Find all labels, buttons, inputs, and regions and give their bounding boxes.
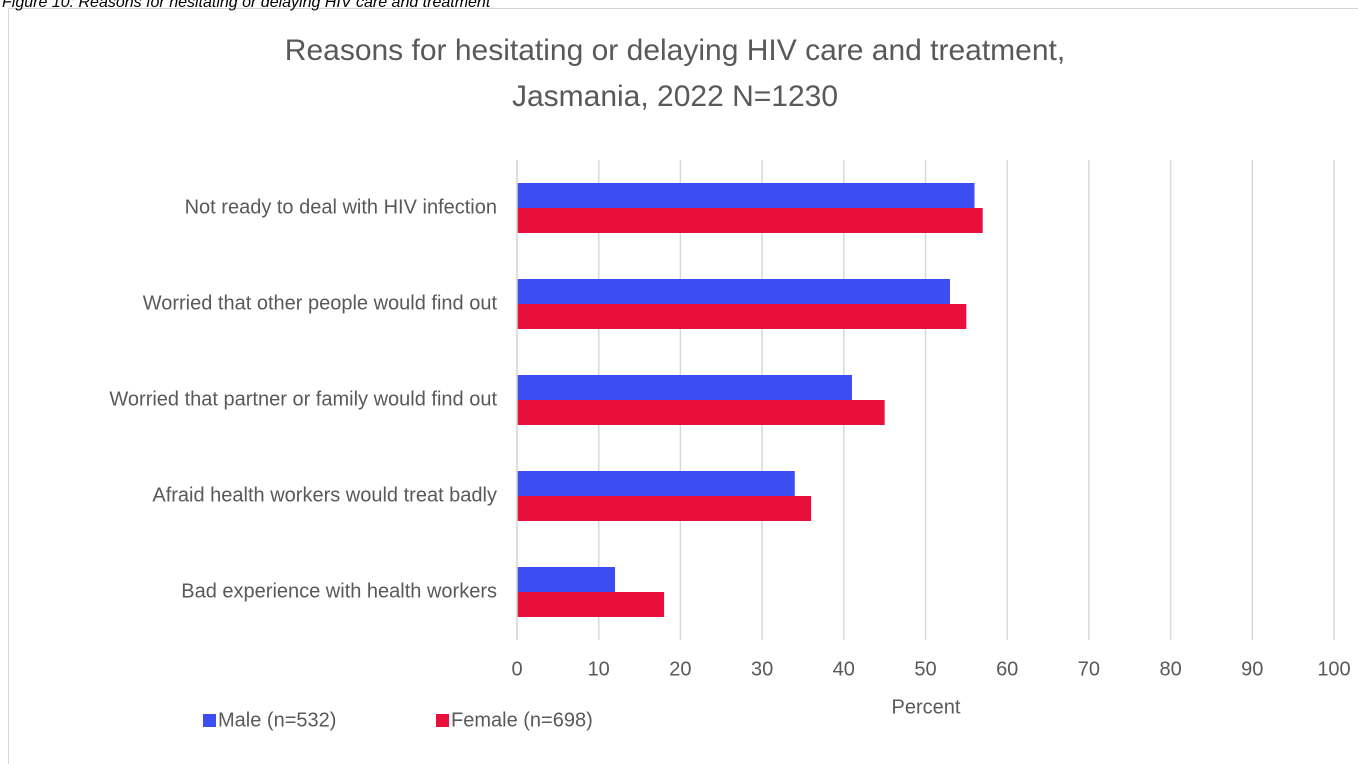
y-tick-label: Worried that partner or family would fin…: [109, 388, 497, 410]
x-tick-label: 0: [511, 658, 522, 680]
bar: [517, 183, 975, 208]
legend-label: Male (n=532): [218, 709, 336, 731]
x-tick-label: 40: [833, 658, 855, 680]
x-tick-label: 80: [1159, 658, 1181, 680]
legend-swatch: [203, 714, 216, 727]
y-tick-label: Not ready to deal with HIV infection: [185, 196, 497, 218]
x-tick-label: 30: [751, 658, 773, 680]
x-tick-label: 10: [588, 658, 610, 680]
bar: [517, 471, 795, 496]
chart-title: Jasmania, 2022 N=1230: [512, 80, 838, 113]
bar: [517, 375, 852, 400]
legend-label: Female (n=698): [451, 709, 593, 731]
bar: [517, 400, 885, 425]
bar: [517, 592, 665, 617]
x-tick-label: 50: [914, 658, 936, 680]
bar: [517, 279, 951, 304]
bar: [517, 567, 616, 592]
legend-swatch: [436, 714, 449, 727]
chart-frame: [8, 8, 1358, 764]
bar: [517, 304, 967, 329]
x-tick-label: 100: [1317, 658, 1350, 680]
y-tick-label: Bad experience with health workers: [181, 580, 497, 602]
caption: Figure 10: Reasons for hesitating or del…: [2, 0, 491, 11]
bar: [517, 496, 812, 521]
y-tick-label: Worried that other people would find out: [143, 292, 498, 314]
x-axis-label: Percent: [892, 696, 961, 718]
bar: [517, 208, 983, 233]
chart-title: Reasons for hesitating or delaying HIV c…: [285, 34, 1065, 67]
y-tick-label: Afraid health workers would treat badly: [152, 484, 497, 506]
x-tick-label: 20: [669, 658, 691, 680]
x-tick-label: 60: [996, 658, 1018, 680]
x-tick-label: 90: [1241, 658, 1263, 680]
x-tick-label: 70: [1078, 658, 1100, 680]
